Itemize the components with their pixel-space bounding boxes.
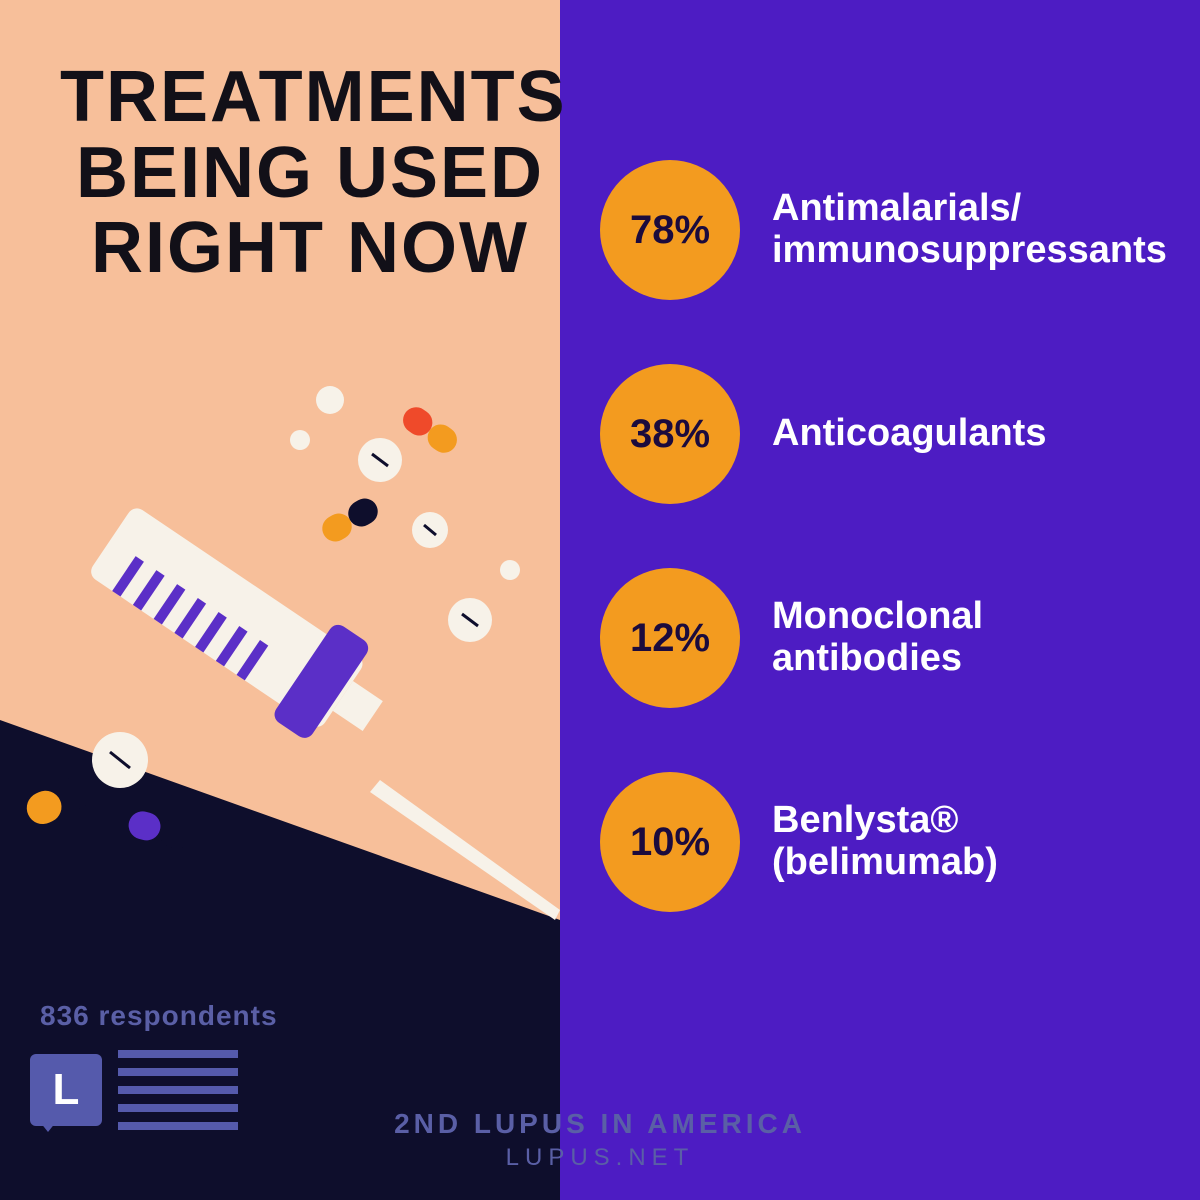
- syringe-needle: [370, 780, 560, 920]
- stat-pct-circle: 78%: [600, 160, 740, 300]
- infographic-canvas: TREATMENTS BEING USED RIGHT NOW: [0, 0, 1200, 1200]
- stat-pct-circle: 38%: [600, 364, 740, 504]
- flag-stripe: [118, 1050, 238, 1058]
- footer-url: LUPUS.NET: [0, 1144, 1200, 1172]
- stat-label: Monoclonalantibodies: [772, 596, 983, 680]
- stat-pct-circle: 10%: [600, 772, 740, 912]
- stat-label: Antimalarials/immunosuppressants: [772, 188, 1167, 272]
- stat-row: 38% Anticoagulants: [600, 364, 1160, 504]
- stat-row: 78%Antimalarials/immunosuppressants: [600, 160, 1160, 300]
- title: TREATMENTS BEING USED RIGHT NOW: [60, 60, 560, 287]
- stat-row: 12% Monoclonalantibodies: [600, 568, 1160, 708]
- footer-title: 2ND LUPUS IN AMERICA: [0, 1108, 1200, 1140]
- respondents-note: 836 respondents: [40, 1000, 278, 1032]
- syringe-pills-illustration: [0, 380, 560, 940]
- flag-stripe: [118, 1086, 238, 1094]
- stat-label: Benlysta®(belimumab): [772, 800, 998, 884]
- footer: 2ND LUPUS IN AMERICA LUPUS.NET: [0, 1108, 1200, 1172]
- stat-label: Anticoagulants: [772, 413, 1046, 455]
- stats-column: 78%Antimalarials/immunosuppressants 38% An…: [600, 160, 1160, 912]
- stat-pct-circle: 12%: [600, 568, 740, 708]
- stat-row: 10% Benlysta®(belimumab): [600, 772, 1160, 912]
- flag-stripe: [118, 1068, 238, 1076]
